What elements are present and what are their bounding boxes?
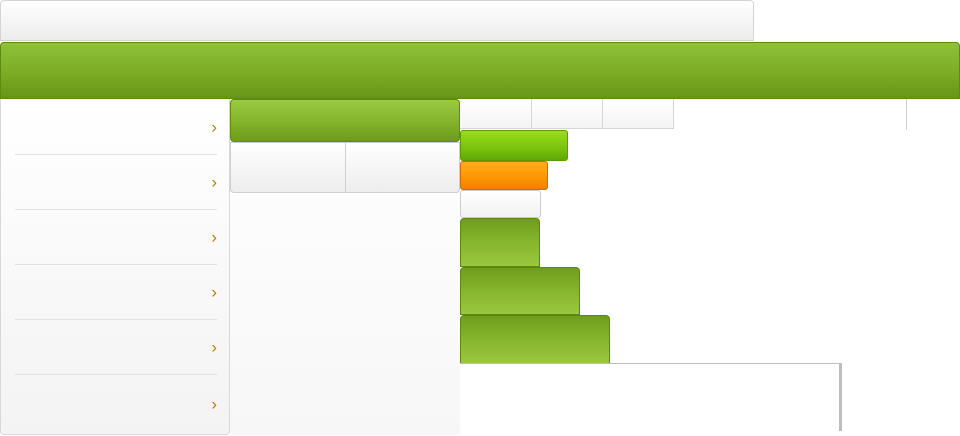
sidebar-item[interactable]: › [15, 210, 217, 265]
green-button-small[interactable] [460, 218, 540, 267]
chevron-right-icon: › [211, 337, 217, 357]
tab[interactable] [532, 99, 603, 129]
middle-panel-tab[interactable] [231, 143, 345, 192]
orange-button[interactable] [460, 161, 548, 190]
middle-panel-header[interactable] [230, 99, 460, 142]
top-bar [0, 0, 754, 41]
tab-strip [460, 99, 907, 130]
tab[interactable] [460, 99, 532, 129]
middle-panel-tab[interactable] [344, 143, 460, 192]
sidebar-item[interactable]: › [15, 155, 217, 210]
chevron-right-icon: › [211, 394, 217, 414]
tab[interactable] [603, 99, 674, 129]
sidebar-item[interactable]: › [15, 375, 217, 433]
chevron-right-icon: › [211, 227, 217, 247]
header-bar [0, 42, 960, 99]
content-box [460, 363, 842, 431]
lime-button[interactable] [460, 130, 568, 161]
chevron-right-icon: › [211, 117, 217, 136]
chevron-right-icon: › [211, 172, 217, 192]
sidebar-item[interactable]: › [15, 320, 217, 375]
white-button[interactable] [460, 190, 541, 218]
chevron-right-icon: › [211, 282, 217, 302]
sidebar: › › › › › › [0, 99, 230, 435]
green-button-large[interactable] [460, 315, 610, 364]
green-button-medium[interactable] [460, 267, 580, 315]
sidebar-item[interactable]: › [15, 99, 217, 155]
middle-panel-tabs [230, 142, 460, 193]
sidebar-item[interactable]: › [15, 265, 217, 320]
middle-panel [230, 99, 460, 435]
